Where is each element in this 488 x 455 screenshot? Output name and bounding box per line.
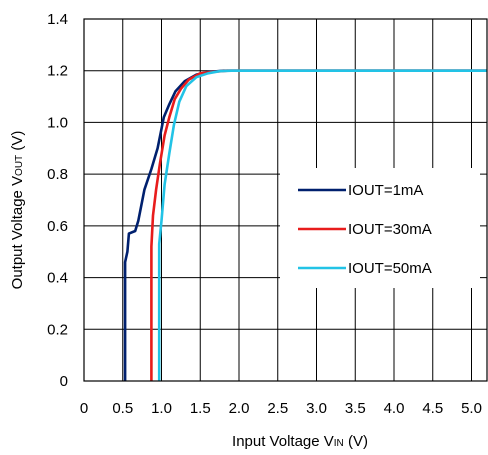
- y-tick-labels: 0 0.2 0.4 0.6 0.8 1.0 1.2 1.4: [47, 11, 68, 390]
- x-axis-label: Input Voltage VIN (V): [232, 433, 368, 450]
- legend-label-2: IOUT=30mA: [348, 221, 432, 238]
- legend-label-3: IOUT=50mA: [348, 260, 432, 277]
- y-tick-label: 1.0: [47, 114, 68, 131]
- legend-label-1: IOUT=1mA: [348, 182, 423, 199]
- y-axis-label: Output Voltage VOUT (V): [9, 131, 26, 290]
- x-tick-labels: 0 0.5 1.0 1.5 2.0 2.5 3.0 3.5 4.0 4.5 5.0: [80, 400, 482, 417]
- x-tick-label: 3.5: [345, 400, 366, 417]
- plot-frame: [83, 18, 488, 382]
- y-tick-label: 1.4: [47, 11, 68, 28]
- legend: IOUT=1mA IOUT=30mA IOUT=50mA: [280, 168, 480, 288]
- x-tick-label: 4.0: [384, 400, 405, 417]
- x-tick-label: 5.0: [461, 400, 482, 417]
- y-tick-label: 0.2: [47, 321, 68, 338]
- x-tick-label: 1.5: [190, 400, 211, 417]
- y-tick-label: 0.6: [47, 218, 68, 235]
- x-tick-label: 1.0: [151, 400, 172, 417]
- series-layer: [123, 69, 487, 381]
- x-tick-label: 4.5: [422, 400, 443, 417]
- y-tick-label: 0: [60, 373, 68, 390]
- x-tick-label: 0.5: [112, 400, 133, 417]
- x-tick-label: 0: [80, 400, 88, 417]
- y-tick-label: 0.8: [47, 166, 68, 183]
- x-tick-label: 2.0: [229, 400, 250, 417]
- x-tick-label: 2.5: [267, 400, 288, 417]
- y-tick-label: 0.4: [47, 270, 68, 287]
- y-tick-label: 1.2: [47, 63, 68, 80]
- x-tick-label: 3.0: [306, 400, 327, 417]
- series-line-3: [157, 69, 487, 381]
